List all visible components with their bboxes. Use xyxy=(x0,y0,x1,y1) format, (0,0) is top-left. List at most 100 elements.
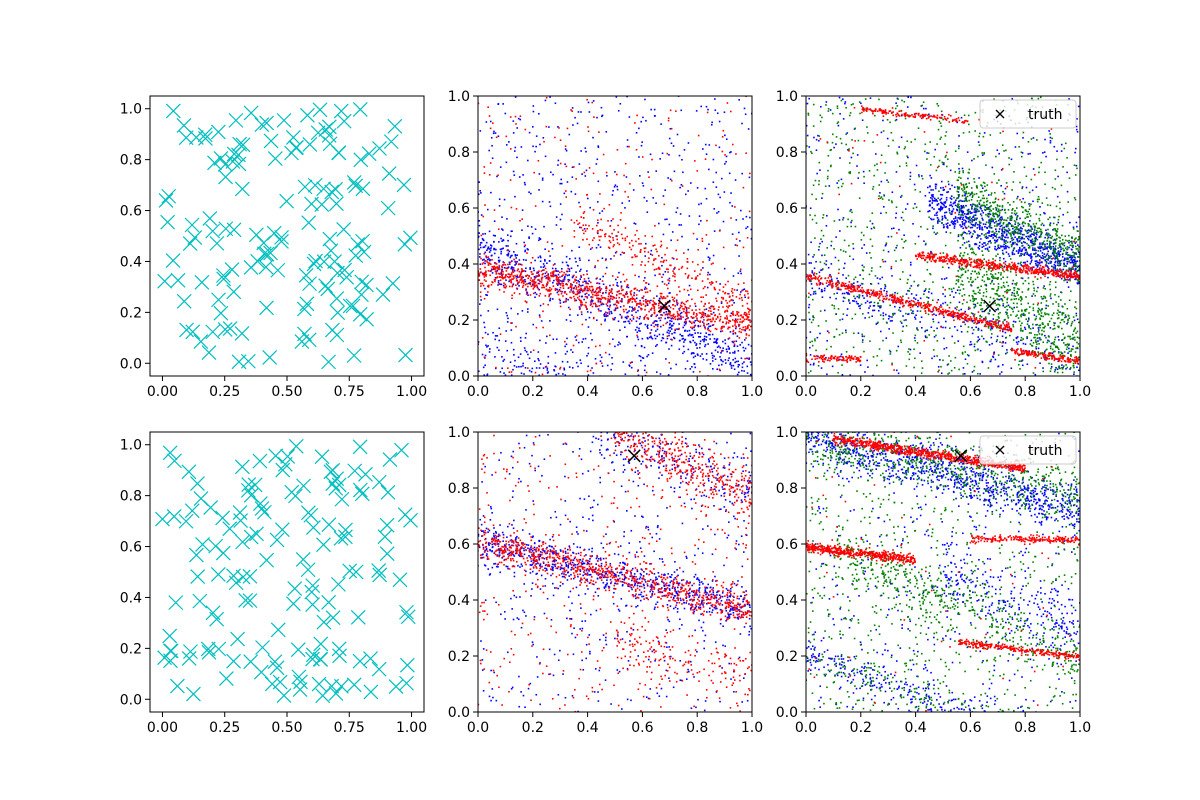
scatter-point xyxy=(944,326,947,329)
scatter-point xyxy=(547,355,550,358)
scatter-x-marker xyxy=(375,287,391,302)
scatter-point xyxy=(707,322,710,325)
scatter-point xyxy=(597,259,599,262)
scatter-point xyxy=(519,336,522,339)
scatter-point xyxy=(899,310,902,312)
scatter-point xyxy=(676,318,679,321)
scatter-point xyxy=(869,305,872,307)
scatter-x-marker xyxy=(263,245,278,261)
scatter-point xyxy=(588,316,591,319)
scatter-point xyxy=(667,329,670,332)
x-tick-label: 0.0 xyxy=(467,384,489,400)
scatter-point xyxy=(709,307,712,310)
scatter-point xyxy=(640,345,643,348)
scatter-point xyxy=(1019,232,1022,234)
scatter-point xyxy=(725,299,727,302)
scatter-point xyxy=(596,158,599,161)
scatter-point xyxy=(981,233,983,235)
scatter-point xyxy=(514,274,516,277)
scatter-point xyxy=(522,280,525,283)
scatter-point xyxy=(609,236,612,238)
scatter-x-marker xyxy=(301,215,317,231)
scatter-point xyxy=(747,292,749,295)
scatter-point xyxy=(489,263,492,265)
scatter-point xyxy=(821,296,824,298)
scatter-point xyxy=(981,228,984,231)
scatter-point xyxy=(695,315,697,318)
scatter-point xyxy=(1077,105,1080,108)
scatter-point xyxy=(826,285,829,287)
scatter-point xyxy=(1023,247,1025,249)
scatter-x-marker xyxy=(254,117,270,133)
scatter-point xyxy=(507,266,510,269)
scatter-point xyxy=(932,189,934,191)
scatter-point xyxy=(715,340,718,343)
scatter-point xyxy=(1003,265,1006,268)
scatter-point xyxy=(981,187,984,189)
scatter-point xyxy=(745,403,747,405)
scatter-point xyxy=(1040,233,1043,235)
scatter-point xyxy=(714,341,716,343)
scatter-point xyxy=(726,350,728,353)
scatter-point xyxy=(665,313,668,315)
scatter-point xyxy=(533,285,536,288)
scatter-point xyxy=(709,330,712,333)
scatter-point xyxy=(499,371,502,373)
scatter-point xyxy=(958,135,960,137)
scatter-point xyxy=(897,345,900,348)
scatter-point xyxy=(623,294,626,297)
scatter-point xyxy=(557,273,560,276)
scatter-point xyxy=(739,448,741,450)
scatter-point xyxy=(551,248,554,250)
scatter-point xyxy=(905,319,907,321)
scatter-point xyxy=(619,343,621,345)
scatter-point xyxy=(714,327,717,330)
scatter-point xyxy=(635,131,638,134)
scatter-point xyxy=(721,330,724,332)
scatter-point xyxy=(656,381,658,383)
scatter-point xyxy=(1068,241,1070,244)
scatter-point xyxy=(1073,373,1075,376)
scatter-point xyxy=(678,286,680,288)
scatter-point xyxy=(746,317,749,319)
scatter-point xyxy=(483,356,486,359)
scatter-point xyxy=(1003,230,1006,233)
scatter-point xyxy=(733,343,736,346)
scatter-point xyxy=(861,335,864,338)
scatter-point xyxy=(605,258,607,260)
scatter-point xyxy=(608,292,611,294)
scatter-point xyxy=(617,404,619,406)
scatter-point xyxy=(725,160,727,163)
scatter-point xyxy=(646,355,648,358)
scatter-point xyxy=(581,341,584,343)
scatter-point xyxy=(724,283,727,286)
scatter-point xyxy=(666,247,668,249)
scatter-point xyxy=(628,242,631,244)
scatter-point xyxy=(879,278,881,280)
scatter-x-marker xyxy=(217,322,233,337)
scatter-point xyxy=(954,220,956,223)
scatter-point xyxy=(603,315,606,317)
scatter-point xyxy=(569,320,572,323)
scatter-point xyxy=(639,250,642,253)
scatter-point xyxy=(500,274,503,276)
scatter-point xyxy=(491,281,493,283)
scatter-point xyxy=(669,403,671,405)
scatter-point xyxy=(522,174,524,176)
scatter-point xyxy=(666,295,669,298)
scatter-point xyxy=(573,287,575,290)
scatter-point xyxy=(596,277,598,279)
scatter-point xyxy=(479,295,482,298)
scatter-point xyxy=(695,110,698,112)
scatter-point xyxy=(578,295,581,298)
scatter-point xyxy=(669,306,672,309)
scatter-point xyxy=(596,219,599,221)
scatter-point xyxy=(682,337,685,340)
scatter-point xyxy=(552,264,555,266)
scatter-point xyxy=(526,252,528,254)
scatter-point xyxy=(559,283,561,285)
scatter-point xyxy=(725,348,728,351)
scatter-point xyxy=(1001,234,1004,236)
scatter-point xyxy=(1073,259,1075,261)
scatter-point xyxy=(673,268,675,270)
